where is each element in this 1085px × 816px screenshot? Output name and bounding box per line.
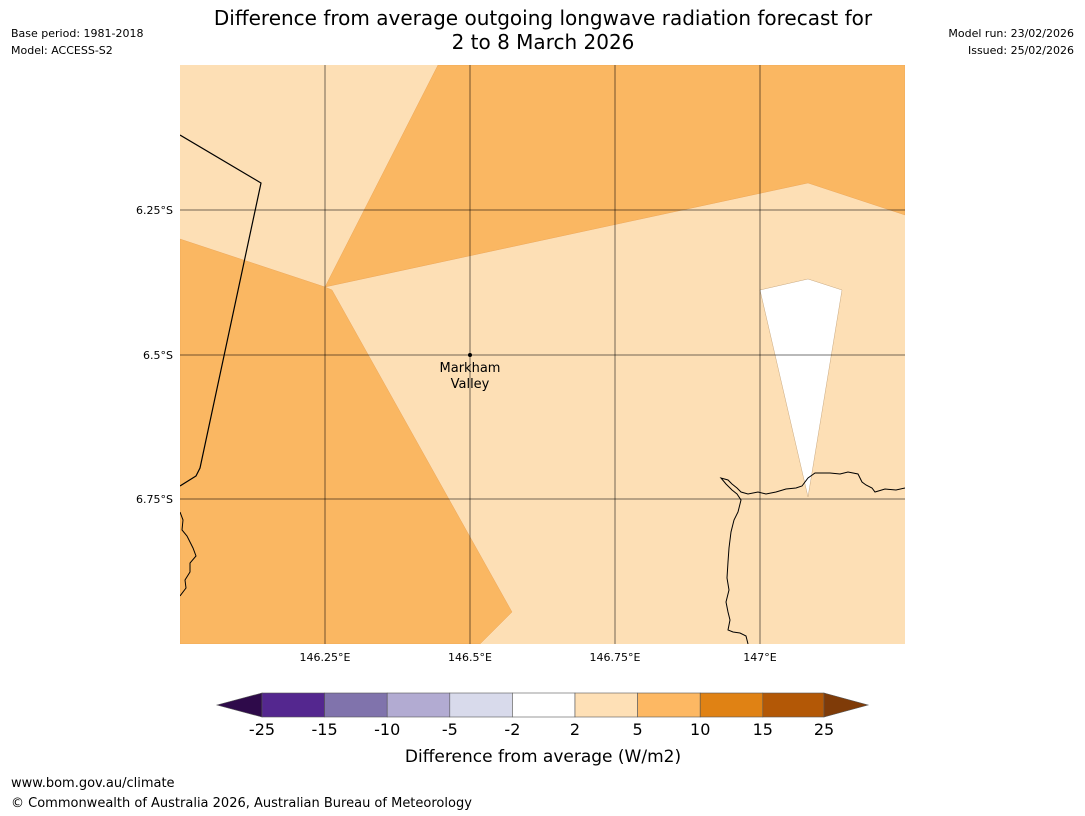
coastline-gulf [719, 471, 905, 644]
colorbar-bin-3 [449, 692, 513, 718]
place-label-line-2: Valley [451, 377, 490, 392]
colorbar-bin-8 [762, 692, 825, 718]
colorbar-tick-label: 5 [633, 720, 643, 739]
gridlines [180, 65, 905, 644]
issued-text: Issued: 25/02/2026 [967, 44, 1074, 57]
base-period-text: Base period: 1981-2018 [11, 27, 144, 40]
colorbar: -25 -15 -10 -5 -2 2 5 10 15 25 Differenc… [215, 692, 870, 767]
colorbar-bin-4 [512, 692, 576, 718]
map-title: Difference from average outgoing longwav… [180, 6, 906, 54]
colorbar-tick-label: 2 [570, 720, 580, 739]
region-white [759, 278, 843, 498]
footer-url: www.bom.gov.au/climate [11, 776, 175, 791]
colorbar-tick-label: 25 [814, 720, 834, 739]
colorbar-bin-1 [324, 692, 388, 718]
colorbar-tick-label: -5 [442, 720, 458, 739]
colorbar-bin-7 [699, 692, 764, 718]
place-label-line-1: Markham [440, 361, 501, 376]
coastline-west [180, 511, 197, 597]
lon-label-146-75: 146.75°E [590, 651, 641, 664]
model-text: Model: ACCESS-S2 [11, 44, 113, 57]
title-line-1: Difference from average outgoing longwav… [213, 6, 873, 30]
colorbar-tick-label: -15 [312, 720, 338, 739]
colorbar-title: Difference from average (W/m2) [405, 747, 681, 767]
title-line-2: 2 to 8 March 2026 [451, 30, 635, 54]
lon-label-147: 147°E [743, 651, 776, 664]
lon-label-146-25: 146.25°E [300, 651, 351, 664]
colorbar-tick-label: -25 [249, 720, 275, 739]
lat-label-6-75: 6.75°S [136, 493, 173, 506]
colorbar-bin-6 [637, 692, 701, 718]
border-line [180, 134, 262, 487]
colorbar-bin-0 [261, 692, 325, 718]
colorbar-tick-label: 15 [753, 720, 773, 739]
colorbar-tick-label: 10 [690, 720, 710, 739]
colorbar-tick-label: -10 [374, 720, 400, 739]
lat-label-6-25: 6.25°S [136, 204, 173, 217]
map-area: Markham Valley [180, 65, 905, 644]
lat-label-6-5: 6.5°S [143, 349, 173, 362]
colorbar-extend-low [215, 692, 263, 718]
colorbar-bin-2 [386, 692, 451, 718]
footer-copyright: © Commonwealth of Australia 2026, Austra… [11, 796, 472, 811]
header-meta-right: Model run: 23/02/2026 Issued: 25/02/2026 [948, 25, 1074, 59]
colorbar-tick-label: -2 [504, 720, 520, 739]
lon-label-146-5: 146.5°E [448, 651, 492, 664]
colorbar-extend-high [823, 692, 870, 718]
header-meta-left: Base period: 1981-2018 Model: ACCESS-S2 [11, 25, 143, 59]
model-run-text: Model run: 23/02/2026 [948, 27, 1074, 40]
footer: www.bom.gov.au/climate © Commonwealth of… [11, 774, 472, 814]
colorbar-bin-5 [574, 692, 638, 718]
place-marker [468, 353, 472, 357]
